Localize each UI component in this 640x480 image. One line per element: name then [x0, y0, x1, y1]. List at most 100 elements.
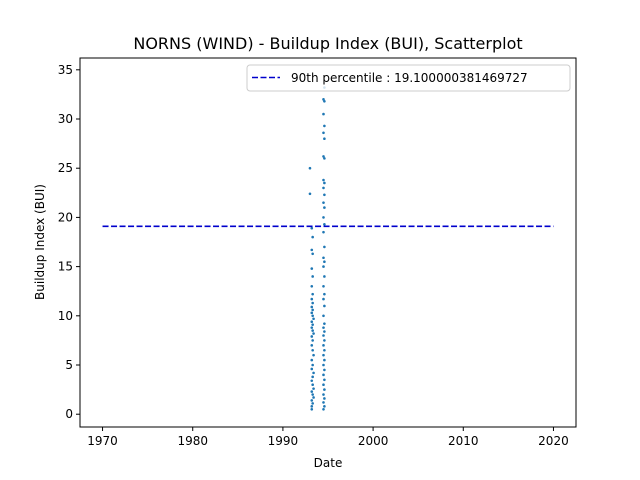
data-point: [323, 348, 326, 352]
data-points: [308, 86, 326, 411]
plot-area: [79, 57, 577, 428]
data-point: [312, 353, 315, 357]
data-point: [312, 387, 315, 390]
data-point: [322, 334, 325, 337]
data-point: [312, 371, 315, 375]
data-point: [323, 378, 326, 382]
legend: 90th percentile : 19.100000381469727: [246, 64, 571, 92]
data-point: [323, 405, 326, 408]
data-point: [323, 99, 326, 103]
data-point: [322, 155, 325, 158]
data-point: [311, 383, 314, 386]
data-point: [323, 388, 326, 391]
y-tick-label: 30: [58, 112, 73, 126]
x-tick-label: 2010: [448, 434, 479, 448]
data-point: [322, 265, 325, 268]
data-point: [323, 339, 326, 342]
data-point: [312, 396, 315, 399]
data-point: [311, 252, 314, 256]
data-point: [311, 393, 314, 396]
x-axis: 1970 1980 1990 2000 2010 2020: [87, 427, 569, 448]
data-point: [322, 284, 325, 288]
data-point: [323, 260, 326, 263]
data-point: [308, 192, 312, 196]
x-tick-label: 1990: [268, 434, 299, 448]
data-point: [322, 230, 325, 234]
data-point: [322, 186, 325, 190]
data-point: [323, 181, 326, 185]
data-point: [323, 304, 326, 308]
data-point: [322, 216, 325, 219]
data-point: [311, 292, 314, 296]
data-point: [312, 317, 315, 321]
data-point: [322, 297, 325, 301]
data-point: [323, 275, 326, 278]
data-point: [322, 256, 325, 260]
data-point: [311, 329, 314, 332]
data-point: [311, 235, 314, 239]
data-point: [323, 157, 326, 160]
data-point: [310, 248, 314, 252]
data-point: [310, 379, 314, 383]
data-point: [308, 166, 312, 170]
y-tick-label: 25: [58, 161, 73, 175]
y-tick-label: 10: [58, 309, 73, 323]
y-axis: 0 5 10 15 20 25 30 35: [58, 63, 80, 421]
x-tick-label: 1970: [87, 434, 118, 448]
data-point: [310, 320, 314, 324]
data-point: [311, 308, 314, 312]
data-point: [322, 373, 325, 377]
data-point: [310, 226, 314, 230]
data-point: [323, 292, 326, 296]
data-point: [323, 222, 326, 226]
data-point: [310, 399, 314, 402]
data-point: [311, 348, 314, 352]
data-point: [323, 322, 326, 325]
data-point: [310, 405, 314, 408]
data-point: [323, 330, 326, 333]
x-tick-label: 1980: [177, 434, 208, 448]
data-point: [322, 314, 325, 318]
y-tick-label: 0: [65, 407, 73, 421]
y-tick-label: 35: [58, 63, 73, 77]
data-point: [311, 339, 314, 342]
data-point: [310, 311, 314, 315]
data-point: [322, 383, 325, 386]
x-axis-label: Date: [314, 456, 343, 470]
data-point: [323, 206, 326, 209]
data-point: [322, 401, 325, 404]
data-point: [310, 335, 314, 338]
data-point: [322, 201, 325, 204]
data-point: [323, 193, 326, 197]
x-tick-label: 2000: [358, 434, 389, 448]
data-point: [311, 314, 314, 318]
data-point: [323, 245, 326, 249]
data-point: [310, 305, 314, 309]
data-point: [312, 332, 315, 335]
data-point: [322, 353, 325, 357]
data-point: [311, 363, 314, 367]
data-point: [310, 367, 314, 371]
data-point: [322, 344, 325, 347]
data-point: [310, 358, 314, 362]
data-point: [322, 407, 325, 411]
legend-box: [246, 64, 571, 92]
data-point: [311, 323, 314, 326]
data-point: [322, 326, 325, 329]
data-point: [311, 275, 314, 278]
data-point: [310, 267, 314, 270]
data-point: [323, 137, 326, 140]
data-point: [310, 297, 314, 301]
y-tick-label: 5: [65, 358, 73, 372]
x-tick-label: 2020: [538, 434, 569, 448]
data-point: [310, 284, 314, 288]
legend-entry-90th-percentile: 90th percentile : 19.100000381469727: [291, 71, 528, 85]
data-point: [323, 397, 326, 400]
data-point: [322, 178, 325, 182]
data-point: [322, 112, 325, 116]
chart-title: NORNS (WIND) - Buildup Index (BUI), Scat…: [133, 34, 522, 53]
data-point: [311, 375, 314, 379]
y-tick-label: 15: [58, 260, 73, 274]
data-point: [323, 368, 326, 372]
